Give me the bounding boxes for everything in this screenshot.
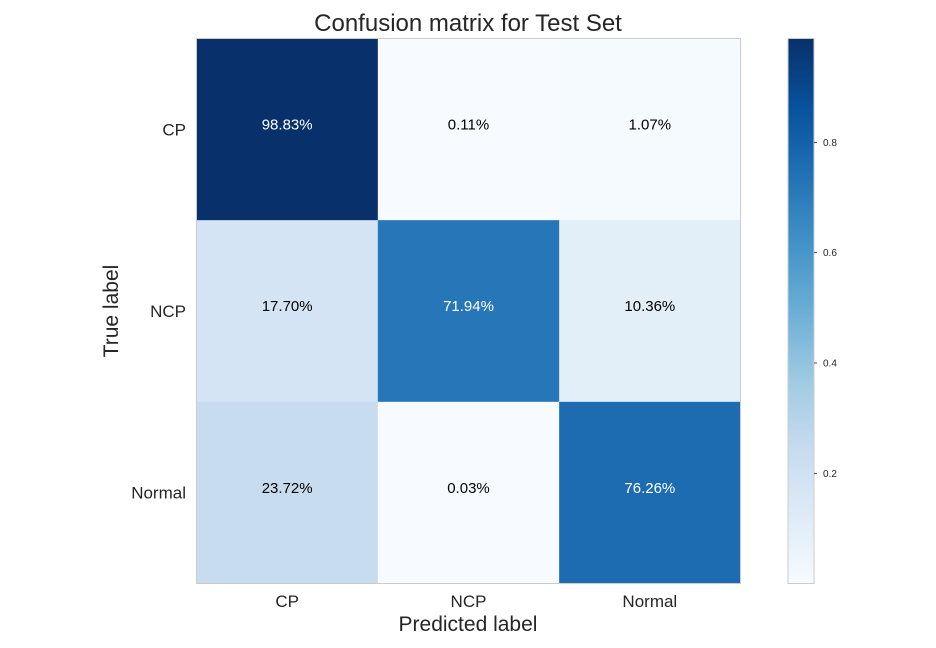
heatmap-cell xyxy=(377,38,560,221)
cell-value-label: 23.72% xyxy=(262,480,313,497)
y-tick-label: NCP xyxy=(150,302,186,321)
colorbar-frame xyxy=(787,38,815,584)
cell-value-label: 71.94% xyxy=(443,298,494,315)
x-tick-label: CP xyxy=(275,592,299,611)
cell-value-label: 10.36% xyxy=(624,298,675,315)
x-axis-label: Predicted label xyxy=(399,613,538,636)
x-tick-label: NCP xyxy=(451,592,487,611)
cell-value-label: 17.70% xyxy=(262,298,313,315)
colorbar-tick-label: 0.4 xyxy=(823,359,837,370)
cell-value-label: 0.11% xyxy=(448,117,489,134)
heatmap-cell xyxy=(559,38,741,221)
colorbar xyxy=(788,38,814,584)
y-tick-label: Normal xyxy=(131,484,186,503)
heatmap-cell xyxy=(559,401,741,584)
x-tick-label: Normal xyxy=(622,592,677,611)
colorbar-tick-label: 0.2 xyxy=(823,469,837,480)
heatmap-cell xyxy=(196,220,379,403)
heatmap-cell xyxy=(559,220,741,403)
cell-value-label: 76.26% xyxy=(624,480,675,497)
heatmap-cell xyxy=(196,401,379,584)
heatmap-cell xyxy=(196,38,379,221)
y-tick-label: CP xyxy=(162,120,186,139)
colorbar-tick-label: 0.6 xyxy=(823,248,837,259)
chart-title: Confusion matrix for Test Set xyxy=(314,10,622,37)
colorbar-tick-label: 0.8 xyxy=(823,138,837,149)
cell-value-label: 98.83% xyxy=(262,117,313,134)
cell-value-label: 1.07% xyxy=(629,117,672,134)
heatmap-cell-labels: 98.83% 0.11% 1.07% 17.70% 71.94% 10.36% 23.72%… xyxy=(262,117,676,497)
cell-value-label: 0.03% xyxy=(447,480,490,497)
heatmap-cell xyxy=(377,401,560,584)
x-tick-labels: CP NCP Normal xyxy=(275,592,677,611)
y-tick-labels: CP NCP Normal xyxy=(131,120,186,502)
colorbar-tick-labels: 0.2 0.4 0.6 0.8 xyxy=(814,138,837,480)
y-axis-label: True label xyxy=(100,265,123,358)
heatmap-cell xyxy=(377,220,560,403)
heatmap-cells xyxy=(196,38,741,584)
plot-frame xyxy=(196,38,741,584)
